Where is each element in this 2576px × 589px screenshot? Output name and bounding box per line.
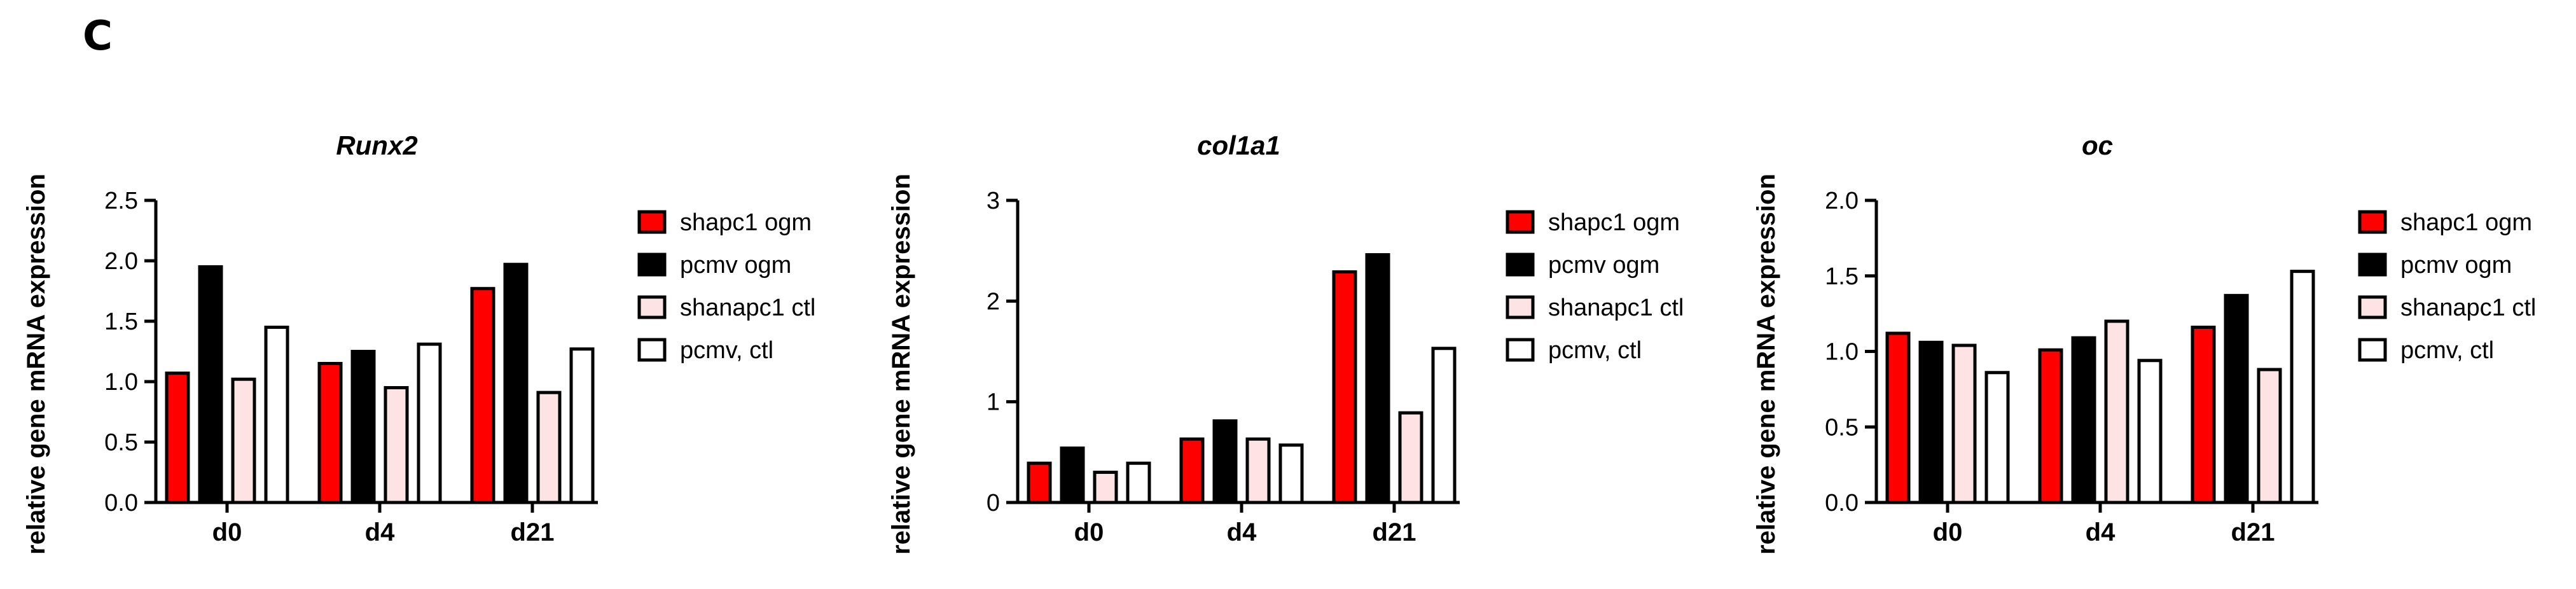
y-axis-label: relative gene mRNA expression [1752, 174, 1780, 555]
bar [1179, 437, 1205, 504]
legend-swatch [637, 338, 667, 362]
x-tick-label: d4 [2086, 518, 2116, 546]
y-tick-label: 2.0 [1825, 188, 1859, 214]
legend-label: pcmv, ctl [680, 337, 773, 364]
bar [165, 371, 190, 504]
legend-swatch [1506, 295, 1535, 319]
bar [417, 342, 442, 504]
legend-label: shapc1 ogm [1548, 209, 1680, 236]
bar [503, 263, 529, 504]
bar [1365, 253, 1390, 504]
legend-label: shanapc1 ctl [1548, 294, 1684, 321]
legend-label: shanapc1 ctl [2400, 294, 2536, 321]
bar [2191, 326, 2216, 504]
bar [264, 326, 289, 504]
x-tick-label: d0 [1074, 518, 1104, 546]
bar [1984, 371, 2010, 504]
bar [2224, 294, 2249, 504]
legend-label: pcmv ogm [2400, 252, 2512, 279]
bar [1885, 331, 1911, 504]
y-tick-label: 0 [987, 490, 1000, 516]
legend-label: shapc1 ogm [2400, 209, 2532, 236]
y-tick-label: 0.5 [1825, 414, 1859, 441]
bar [2137, 359, 2163, 504]
y-tick-label: 1 [987, 389, 1000, 416]
bar [1431, 347, 1457, 504]
legend-label: pcmv ogm [1548, 252, 1659, 279]
legend-label: pcmv ogm [680, 252, 791, 279]
x-tick-label: d21 [2231, 518, 2275, 546]
bar [1918, 340, 1944, 504]
bar [1060, 447, 1085, 504]
x-tick-label: d0 [1933, 518, 1963, 546]
bar [536, 391, 562, 504]
bar [1398, 411, 1423, 504]
y-tick-label: 2.0 [104, 248, 138, 275]
bar [1093, 471, 1118, 504]
legend-label: pcmv, ctl [1548, 337, 1642, 364]
y-tick-label: 0.0 [104, 490, 138, 516]
y-tick-label: 0.0 [1825, 490, 1859, 516]
legend-swatch [2358, 338, 2387, 362]
y-tick-label: 1.5 [104, 308, 138, 335]
legend-swatch [2358, 253, 2387, 277]
x-tick-label: d4 [365, 518, 395, 546]
bar [569, 347, 595, 504]
legend-label: shanapc1 ctl [680, 294, 815, 321]
x-tick-label: d21 [511, 518, 555, 546]
x-tick-label: d4 [1227, 518, 1257, 546]
y-tick-label: 2 [987, 288, 1000, 315]
y-tick-label: 1.5 [1825, 263, 1859, 290]
y-axis-label: relative gene mRNA expression [22, 174, 50, 555]
bar [2071, 336, 2096, 504]
y-tick-label: 1.0 [104, 369, 138, 396]
y-tick-label: 0.5 [104, 429, 138, 456]
bar [1951, 343, 1977, 504]
legend-swatch [1506, 253, 1535, 277]
chart-title: Runx2 [336, 130, 417, 160]
y-tick-label: 2.5 [104, 188, 138, 214]
bar [2038, 348, 2063, 504]
y-tick-label: 3 [987, 188, 1000, 214]
bar [1212, 419, 1238, 504]
bar [317, 362, 343, 504]
legend-swatch [1506, 338, 1535, 362]
bar [231, 377, 256, 504]
legend-swatch [1506, 210, 1535, 234]
bar [1126, 461, 1151, 504]
y-tick-label: 1.0 [1825, 339, 1859, 366]
legend-swatch [637, 210, 667, 234]
chart-title: col1a1 [1197, 130, 1280, 160]
bar [1245, 437, 1271, 504]
bar [1027, 461, 1052, 504]
x-tick-label: d0 [212, 518, 242, 546]
x-tick-label: d21 [1373, 518, 1416, 546]
bar [2257, 368, 2282, 504]
y-axis-label: relative gene mRNA expression [887, 174, 915, 555]
legend-swatch [2358, 210, 2387, 234]
legend-swatch [2358, 295, 2387, 319]
legend-label: shapc1 ogm [680, 209, 812, 236]
bar [1278, 443, 1304, 504]
panel-label: C [83, 13, 113, 60]
bar [1332, 270, 1357, 504]
legend-label: pcmv, ctl [2400, 337, 2494, 364]
bar [2290, 270, 2315, 504]
bar [384, 386, 409, 504]
legend-swatch [637, 253, 667, 277]
bar [470, 287, 495, 504]
bar [350, 350, 376, 504]
chart-title: oc [2082, 130, 2113, 160]
bar [2104, 319, 2129, 504]
legend-swatch [637, 295, 667, 319]
bar [198, 265, 223, 504]
